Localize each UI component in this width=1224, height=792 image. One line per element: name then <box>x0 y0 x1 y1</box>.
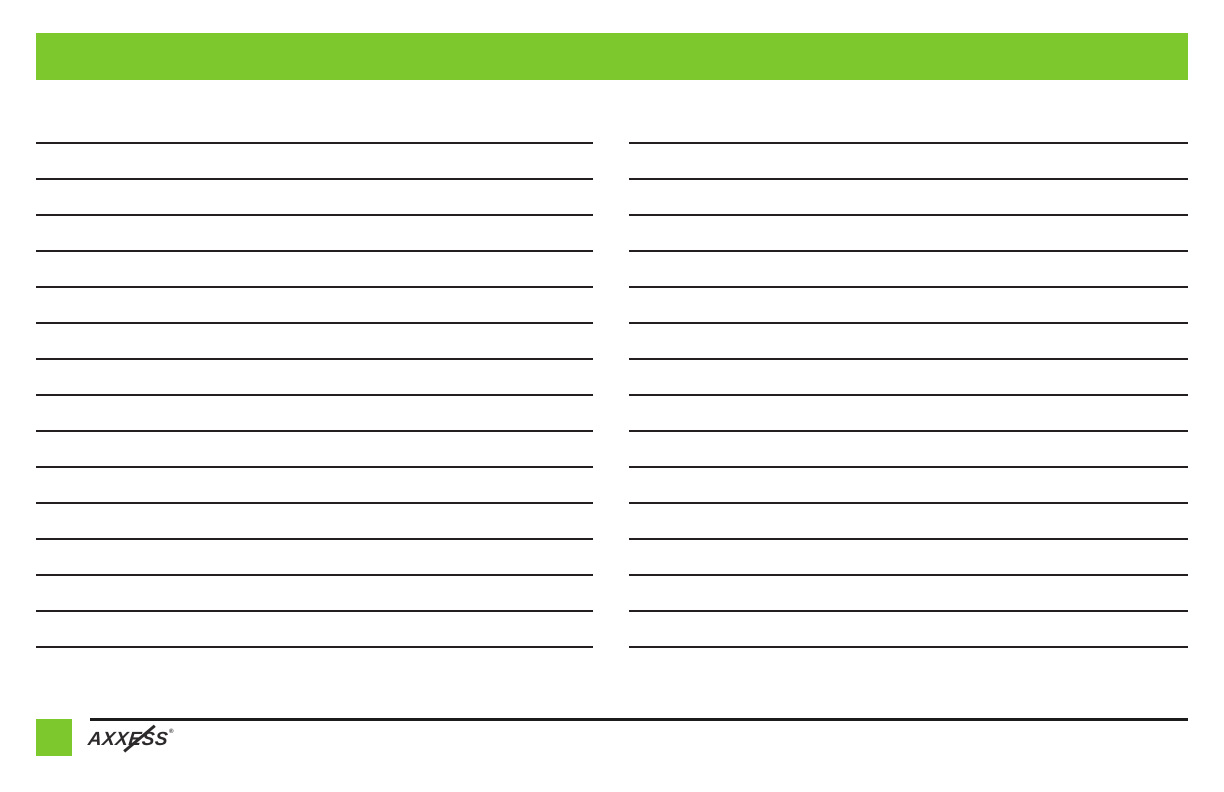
note-line <box>36 502 593 504</box>
notes-column-left <box>36 142 593 652</box>
axxess-logo-text: AXXESS <box>86 729 170 750</box>
registered-trademark: ® <box>169 729 174 735</box>
note-line <box>629 178 1188 180</box>
note-line <box>36 322 593 324</box>
note-line <box>629 286 1188 288</box>
header-bar <box>36 33 1188 80</box>
notes-column-right <box>629 142 1188 652</box>
note-line <box>36 610 593 612</box>
note-line <box>629 610 1188 612</box>
note-line <box>36 466 593 468</box>
note-line <box>36 142 593 144</box>
note-line <box>629 142 1188 144</box>
note-line <box>629 358 1188 360</box>
note-line <box>629 394 1188 396</box>
note-line <box>629 214 1188 216</box>
note-line <box>36 394 593 396</box>
note-line <box>629 466 1188 468</box>
brand-accent-square <box>36 719 72 756</box>
note-line <box>629 646 1188 648</box>
note-line <box>36 178 593 180</box>
axxess-logo: AXXESS® <box>86 724 198 755</box>
note-line <box>36 538 593 540</box>
note-line <box>629 430 1188 432</box>
note-line <box>36 358 593 360</box>
note-line <box>629 574 1188 576</box>
note-line <box>36 250 593 252</box>
note-line <box>36 286 593 288</box>
footer: AXXESS® <box>0 690 1224 792</box>
note-line <box>629 502 1188 504</box>
note-line <box>629 538 1188 540</box>
note-line <box>629 322 1188 324</box>
note-line <box>36 574 593 576</box>
footer-rule <box>90 718 1188 721</box>
note-line <box>629 250 1188 252</box>
note-line <box>36 430 593 432</box>
note-line <box>36 214 593 216</box>
note-line <box>36 646 593 648</box>
